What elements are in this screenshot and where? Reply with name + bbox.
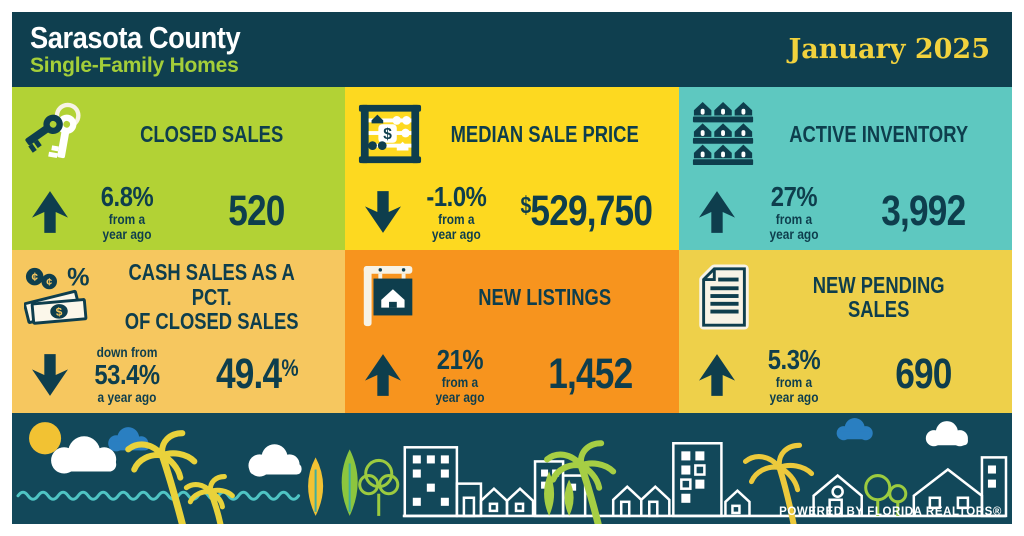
stat-value: 1,452	[547, 350, 633, 398]
houses-shelf-icon	[691, 101, 757, 167]
leaf-tree-icon	[308, 449, 358, 516]
tile-title: ACTIVE INVENTORY	[788, 120, 968, 147]
tile-stat: 5.3% from a year ago 690	[691, 342, 1000, 407]
stat-value: 520	[228, 187, 285, 235]
stat-value-wrap: 690	[847, 350, 1000, 399]
tile-stat: -1.0% from a year ago $529,750	[357, 179, 666, 244]
change-sublabel: from a year ago	[435, 373, 485, 405]
stat-value: $529,750	[520, 187, 654, 235]
stat-tile-grid: CLOSED SALES 6.8% from a year ago 520	[12, 87, 1012, 413]
svg-text:¢: ¢	[46, 276, 52, 288]
change-block: 27% from a year ago	[741, 182, 847, 241]
page-subtitle: Single-Family Homes	[30, 54, 239, 78]
building-windows	[412, 451, 996, 506]
cloud-icon	[248, 444, 302, 477]
change-sublabel: a year ago	[97, 388, 157, 405]
change-top-label: down from	[96, 343, 158, 360]
stat-value-wrap: 3,992	[847, 187, 1000, 236]
change-block: down from 53.4% a year ago	[74, 345, 180, 404]
change-value: 5.3%	[767, 343, 820, 375]
change-value: 53.4%	[94, 358, 160, 390]
leaf-tree-icon	[544, 471, 574, 516]
change-value: 27%	[770, 180, 817, 212]
footer-skyline: POWERED BY FLORIDA REALTORS®	[12, 413, 1012, 524]
down-arrow-icon	[32, 353, 68, 396]
tile-median-sale-price: $ MEDIAN SALE PRICE -1.0% from a year ag…	[345, 87, 679, 250]
change-block: 5.3% from a year ago	[741, 345, 847, 404]
tree-icon	[358, 458, 400, 516]
tile-title: NEW PENDING SALES	[812, 271, 945, 322]
svg-text:$: $	[384, 126, 393, 143]
cash-icon: % ¢ ¢ $	[24, 264, 90, 330]
tile-title: CLOSED SALES	[140, 120, 284, 147]
tile-header: $ MEDIAN SALE PRICE	[357, 95, 666, 173]
change-sublabel: from a year ago	[432, 210, 482, 242]
cloud-icon	[925, 421, 968, 447]
tile-new-pending-sales: NEW PENDING SALES 5.3% from a year ago 6…	[678, 250, 1012, 413]
up-arrow-icon	[698, 353, 735, 396]
stat-value-wrap: $529,750	[506, 187, 667, 236]
water-wave-line	[16, 490, 301, 501]
tile-active-inventory: ACTIVE INVENTORY 27% from a year ago 3,9…	[678, 87, 1012, 250]
tile-title: MEDIAN SALE PRICE	[450, 120, 640, 147]
tile-header: NEW PENDING SALES	[691, 258, 1000, 336]
header-titles: Sarasota County Single-Family Homes	[30, 19, 269, 78]
change-value: -1.0%	[426, 180, 487, 212]
powered-by-credit: POWERED BY FLORIDA REALTORS®	[779, 506, 1002, 518]
change-sublabel: from a year ago	[102, 210, 152, 242]
keys-icon	[24, 101, 90, 167]
tile-header: NEW LISTINGS	[357, 258, 666, 336]
tile-stat: 27% from a year ago 3,992	[691, 179, 1000, 244]
tile-stat: 21% from a year ago 1,452	[357, 342, 666, 407]
change-sublabel: from a year ago	[769, 373, 819, 405]
tile-stat: 6.8% from a year ago 520	[24, 179, 333, 244]
report-date: January 2025	[788, 34, 991, 65]
change-block: 6.8% from a year ago	[74, 182, 180, 241]
palm-tree-icon	[544, 440, 617, 524]
sun-icon	[29, 422, 62, 455]
tile-header: ACTIVE INVENTORY	[691, 95, 1000, 173]
abacus-icon: $	[357, 101, 423, 167]
tile-title: NEW LISTINGS	[478, 283, 612, 310]
skyline-illustration	[16, 418, 1008, 524]
tile-stat: down from 53.4% a year ago 49.4%	[24, 342, 333, 407]
svg-text:$: $	[55, 305, 63, 319]
tile-cash-sales-pct: % ¢ ¢ $ CASH SALES AS A PCT. OF CLOSED	[12, 250, 346, 413]
change-block: 21% from a year ago	[407, 345, 513, 404]
change-value: 6.8%	[100, 180, 154, 212]
stat-value: 3,992	[881, 187, 966, 235]
tile-header: % ¢ ¢ $ CASH SALES AS A PCT. OF CLOSED	[24, 258, 333, 336]
stat-value-wrap: 49.4%	[180, 350, 333, 399]
tile-new-listings: NEW LISTINGS 21% from a year ago 1,452	[345, 250, 679, 413]
tile-title: CASH SALES AS A PCT. OF CLOSED SALES	[124, 259, 299, 335]
skyline-buildings	[402, 442, 1008, 518]
up-arrow-icon	[365, 353, 402, 396]
stat-value-wrap: 1,452	[513, 350, 666, 399]
stat-value: 690	[895, 350, 952, 398]
header-bar: Sarasota County Single-Family Homes Janu…	[12, 12, 1012, 87]
cloud-icon	[51, 436, 117, 474]
tree-icon	[864, 474, 908, 516]
change-value: 21%	[437, 343, 484, 375]
change-block: -1.0% from a year ago	[407, 182, 506, 241]
stat-value-wrap: 520	[180, 187, 333, 236]
svg-text:%: %	[67, 264, 89, 291]
blue-cloud-icon	[836, 418, 873, 441]
tile-closed-sales: CLOSED SALES 6.8% from a year ago 520	[12, 87, 346, 250]
up-arrow-icon	[32, 190, 68, 233]
down-arrow-icon	[365, 190, 402, 233]
palm-tree-icon	[742, 442, 815, 524]
up-arrow-icon	[698, 190, 735, 233]
tile-header: CLOSED SALES	[24, 95, 333, 173]
palm-tree-icon	[125, 430, 235, 524]
document-icon	[691, 264, 757, 330]
stat-value: 49.4%	[215, 350, 299, 398]
svg-text:¢: ¢	[31, 271, 38, 284]
page-title: Sarasota County	[30, 19, 241, 55]
sign-post-icon	[357, 264, 423, 330]
change-sublabel: from a year ago	[769, 210, 819, 242]
